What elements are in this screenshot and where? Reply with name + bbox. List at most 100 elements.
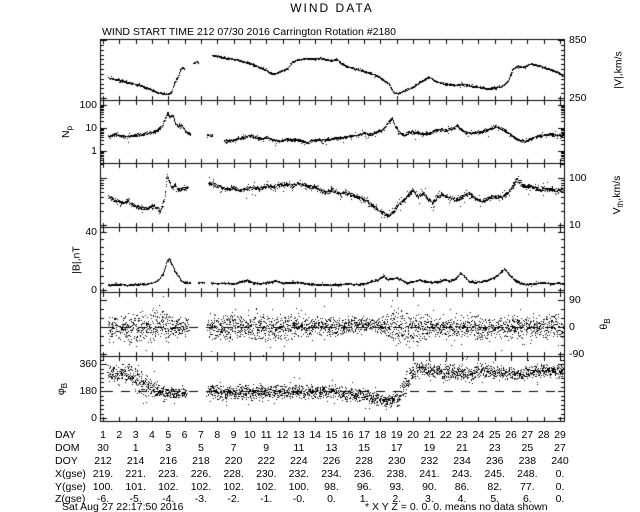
table-cell: 234.	[321, 468, 342, 480]
axis-title-field-phi-angle: φB	[54, 382, 70, 395]
y-tick-label: 10	[85, 122, 97, 134]
table-cell: 226	[322, 455, 341, 467]
table-cell: -1.	[260, 493, 273, 505]
table-cell: -0.	[292, 493, 305, 505]
y-tick-label: 180	[79, 385, 97, 397]
table-cell: 1	[100, 429, 106, 441]
table-cell: 221.	[125, 468, 146, 480]
axis-title-proton-density: Np	[59, 125, 75, 138]
table-cell: 230.	[255, 468, 277, 480]
y-tick-label: 0	[569, 321, 575, 333]
table-cell: 0.	[555, 468, 565, 480]
table-cell: 102.	[255, 481, 277, 493]
y-tick-label: 10	[569, 219, 581, 231]
y-tick-label: 1	[91, 145, 97, 157]
table-cell: 27	[521, 429, 534, 441]
table-cell: 13	[293, 429, 305, 441]
table-cell: -6.	[96, 493, 110, 505]
table-cell: 100.	[288, 481, 310, 493]
table-cell: -2.	[227, 493, 240, 505]
table-cell: -5.	[129, 493, 142, 505]
table-cell: 102.	[158, 481, 179, 493]
table-cell: 4	[149, 429, 155, 441]
table-cell: 12	[276, 429, 289, 441]
table-cell: 245.	[484, 468, 505, 480]
table-cell: 21	[456, 442, 468, 454]
table-cell: 77.	[520, 481, 535, 493]
axis-title-field-theta-angle: θB	[597, 318, 613, 330]
table-cell: 13	[325, 442, 338, 454]
table-cell: 3	[132, 429, 139, 441]
table-cell: 238.	[386, 468, 407, 480]
table-cell: 218	[192, 455, 210, 467]
table-cell: 14	[309, 429, 322, 441]
table-cell: 2	[116, 429, 123, 441]
table-cell: 3.	[425, 493, 434, 505]
table-row-label: X(gse)	[55, 468, 86, 480]
table-cell: 30	[97, 442, 109, 454]
table-row-label: Z(gse)	[55, 493, 86, 505]
table-cell: 25	[488, 429, 501, 441]
axis-title-thermal-speed: Vth,km/s	[610, 175, 626, 215]
table-cell: 248.	[517, 468, 538, 480]
table-cell: 18	[374, 429, 387, 441]
y-tick-label: 360	[79, 358, 97, 370]
table-cell: 22	[439, 429, 452, 441]
table-cell: 102.	[223, 481, 244, 493]
table-cell: 23	[456, 429, 468, 441]
table-cell: 82.	[487, 481, 502, 493]
table-cell: 236	[485, 455, 504, 467]
table-row-label: DOY	[55, 455, 78, 467]
table-cell: 0.	[555, 481, 565, 493]
table-cell: 15	[358, 442, 370, 454]
table-cell: 9	[263, 442, 270, 454]
y-tick-label: 0	[91, 284, 97, 296]
table-cell: 222	[257, 455, 275, 467]
table-cell: 15	[325, 429, 338, 441]
table-cell: 27	[554, 442, 566, 454]
table-cell: 1.	[359, 493, 369, 505]
table-cell: 243.	[451, 468, 473, 480]
y-tick-label: 40	[85, 226, 97, 238]
footer-note: * X Y Z = 0. 0. 0. means no data shown	[365, 501, 548, 512]
table-cell: 5.	[490, 493, 500, 505]
table-cell: 236.	[353, 468, 375, 480]
table-cell: 2.	[392, 493, 402, 505]
table-cell: 228	[355, 455, 373, 467]
table-cell: 216	[159, 455, 178, 467]
table-cell: 86.	[454, 481, 470, 493]
y-tick-label: 100	[569, 172, 587, 184]
axis-title-proton-speed: |V|,km/s	[612, 50, 625, 89]
y-tick-label: 850	[569, 34, 587, 46]
table-cell: 90.	[422, 481, 437, 493]
table-cell: 8	[214, 429, 221, 441]
table-cell: 24	[472, 429, 485, 441]
footer-timestamp: Sat Aug 27 22:17:50 2016	[62, 501, 184, 512]
table-cell: 102.	[190, 481, 212, 493]
table-cell: 224	[290, 455, 308, 467]
table-cell: 223.	[158, 468, 179, 480]
table-cell: 6.	[522, 493, 532, 505]
table-cell: 232.	[288, 468, 310, 480]
table-cell: 26	[505, 429, 517, 441]
table-cell: 7	[230, 442, 237, 454]
table-cell: 214	[126, 455, 145, 467]
table-cell: 228.	[223, 468, 244, 480]
y-tick-label: 250	[569, 92, 587, 104]
y-tick-label: 100	[79, 99, 97, 111]
table-cell: 21	[423, 429, 436, 441]
table-cell: 19	[423, 442, 436, 454]
table-cell: 10	[244, 429, 256, 441]
y-tick-label: -90	[569, 348, 585, 360]
table-cell: 241.	[419, 468, 440, 480]
table-cell: 240	[551, 455, 569, 467]
table-cell: 6	[181, 429, 188, 441]
page-title: WIND DATA	[290, 1, 374, 15]
axis-title-field-magnitude: |B|,nT	[70, 245, 83, 274]
table-cell: 19	[390, 429, 403, 441]
table-cell: -4.	[162, 493, 175, 505]
table-cell: 0.	[555, 493, 565, 505]
table-cell: 5	[198, 442, 204, 454]
